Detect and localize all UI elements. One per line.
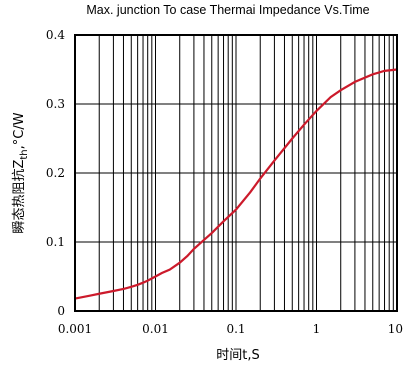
series-layer xyxy=(74,68,398,300)
x-tick-labels: 0.001 0.01 0.1 1 10 xyxy=(58,322,403,336)
grid xyxy=(75,35,397,311)
y-axis-label-main: 瞬态热阻抗Z xyxy=(12,160,27,234)
y-tick-label: 0.3 xyxy=(46,97,65,111)
y-tick-label: 0 xyxy=(57,304,65,318)
y-axis-label: 瞬态热阻抗Zth,°C/W xyxy=(12,112,30,233)
x-tick-label: 0.001 xyxy=(58,322,92,336)
x-tick-label: 1 xyxy=(313,322,321,336)
y-tick-label: 0.2 xyxy=(46,166,65,180)
y-axis-label-unit: ,°C/W xyxy=(12,112,27,149)
plot-frame xyxy=(74,34,398,312)
y-tick-label: 0.1 xyxy=(46,235,65,249)
series-line xyxy=(74,68,398,300)
y-tick-label: 0.4 xyxy=(46,28,65,42)
y-tick-labels: 0 0.1 0.2 0.3 0.4 xyxy=(46,28,65,318)
x-tick-label: 0.1 xyxy=(226,322,245,336)
x-tick-label: 10 xyxy=(388,322,403,336)
y-axis-label-subscript: th xyxy=(19,149,30,159)
chart-title: Max. junction To case Thermai Impedance … xyxy=(86,3,369,17)
x-tick-label: 0.01 xyxy=(142,322,169,336)
x-axis-label: 时间t,S xyxy=(216,348,259,363)
